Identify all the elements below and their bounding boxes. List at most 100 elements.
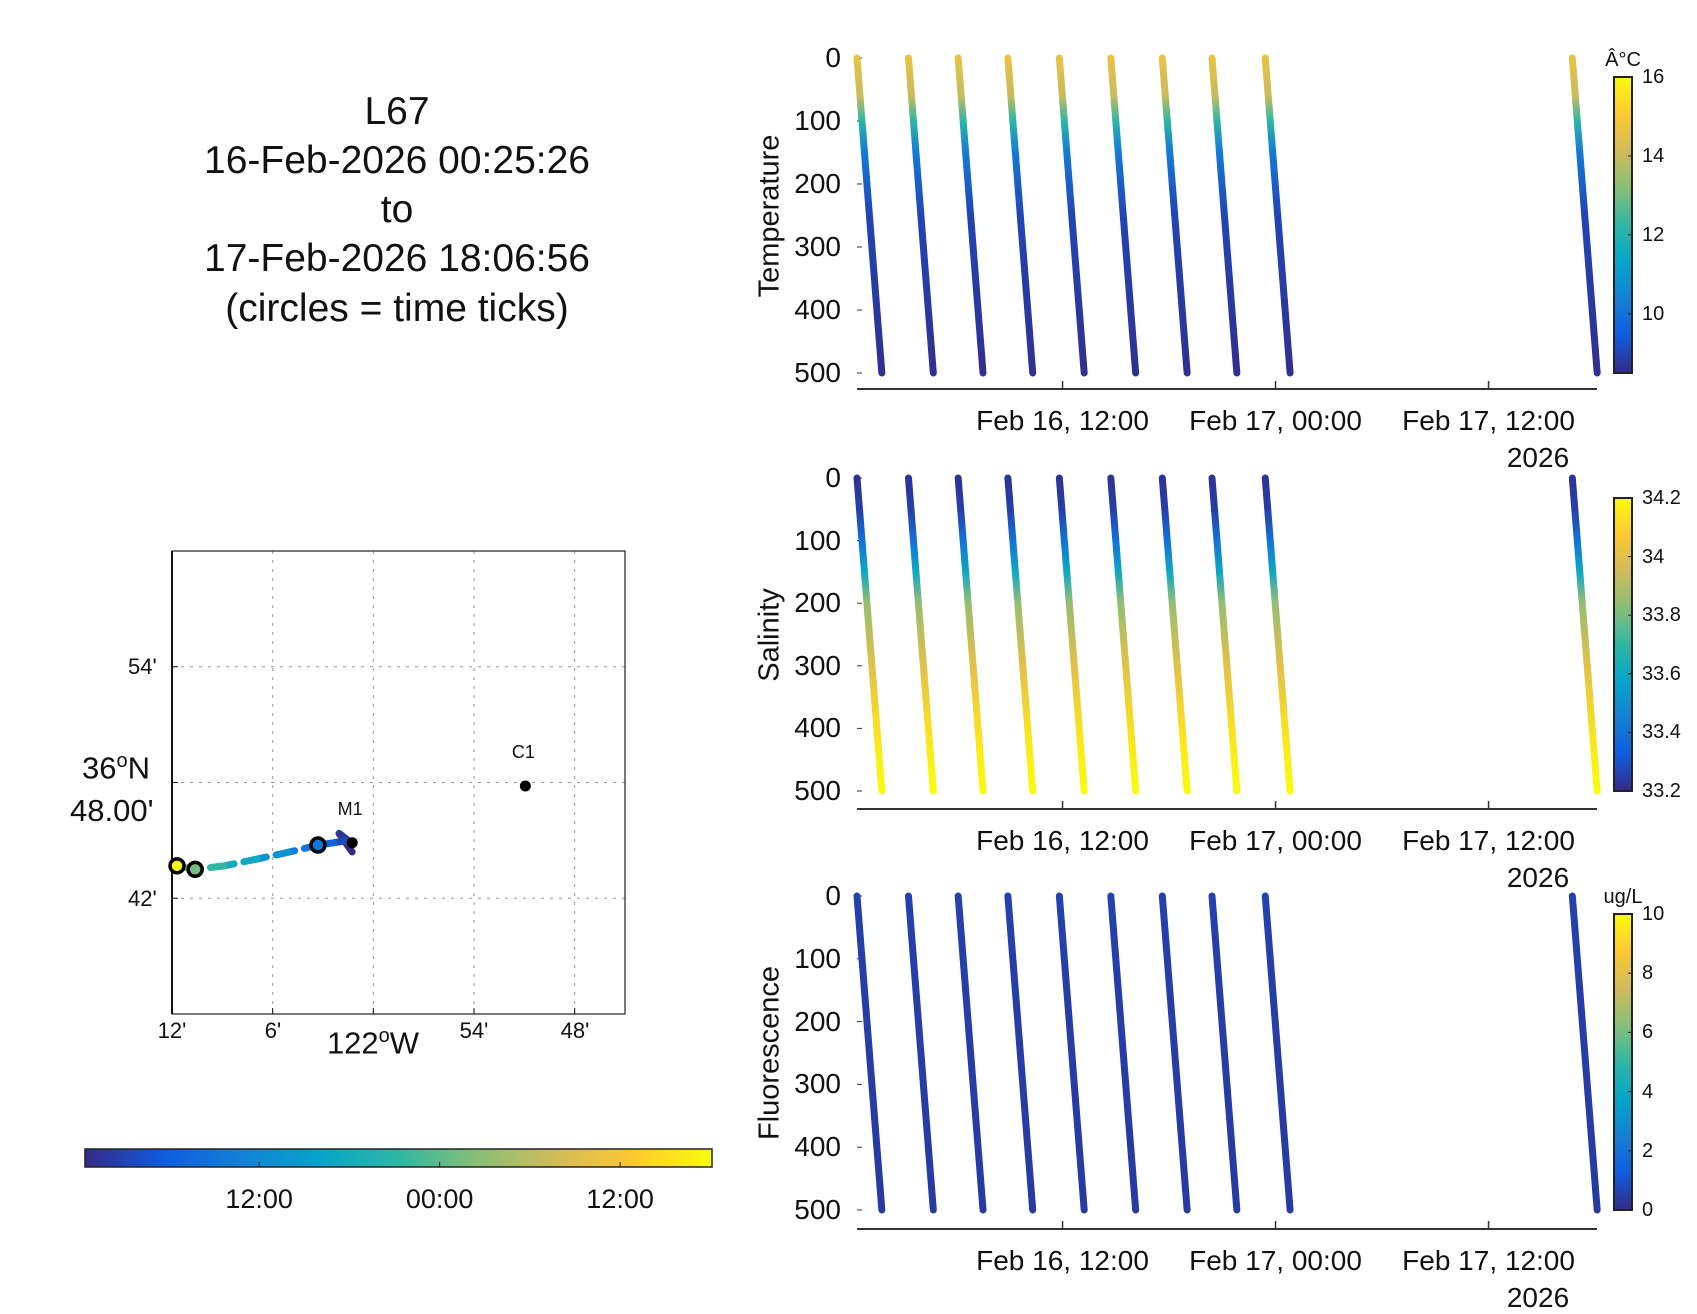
colorbar-tick-label: 33.6	[1642, 662, 1681, 685]
station-marker-m1	[346, 837, 358, 849]
time-tick-circle	[309, 836, 327, 854]
x-tick-label: Feb 17, 00:00	[1189, 825, 1362, 856]
y-tick-label: 400	[794, 294, 841, 325]
colorbar-tick-label: 10	[1642, 903, 1665, 925]
colorbar-tick-label: 6	[1642, 1021, 1654, 1044]
salinity-profile	[853, 474, 886, 795]
x-year-label: 2026	[1506, 862, 1570, 893]
temperature-profile	[1158, 54, 1191, 377]
y-tick-label: 100	[794, 105, 841, 136]
salinity-profile	[1261, 474, 1294, 795]
y-tick-label: 0	[825, 880, 841, 911]
colorbar-tick-label: 33.4	[1642, 721, 1681, 744]
lon-tick-48: 48'	[560, 1018, 590, 1043]
lon-hemisphere: W	[389, 1025, 420, 1061]
time-colorbar-tick-label: 12:00	[225, 1184, 293, 1214]
fluorescence-profile	[1208, 892, 1241, 1214]
colorbar-tick-label: 14	[1642, 144, 1665, 167]
colorbar-tick-label: 33.2	[1642, 780, 1681, 802]
colorbar-tick-label: 16	[1642, 66, 1665, 88]
fluorescence-profile	[954, 892, 987, 1214]
temperature-profile	[904, 54, 937, 377]
colorbar-tick-label: 0	[1642, 1199, 1654, 1221]
y-tick-label: 200	[794, 1005, 841, 1037]
y-tick-label: 0	[825, 42, 841, 73]
colorbar-tick-label: 34.2	[1642, 487, 1681, 509]
temperature-colorbar	[1613, 76, 1633, 374]
lat-deg: 36	[82, 750, 117, 786]
station-marker-c1	[519, 780, 531, 792]
lat-tick-42: 42'	[128, 886, 157, 911]
title-start-time: 16-Feb-2026 00:25:26	[204, 139, 590, 182]
salinity-profile	[904, 474, 937, 795]
degree-mark: o	[378, 1025, 390, 1047]
colorbar-tick-label: 8	[1642, 962, 1654, 985]
salinity-profile	[1004, 474, 1037, 795]
title-glider-id: L67	[364, 90, 430, 133]
x-tick-label: Feb 17, 00:00	[1189, 1245, 1362, 1276]
colorbar-unit-label: Â°C	[1605, 49, 1641, 71]
fluorescence-profile	[853, 892, 886, 1214]
graphics-layer	[84, 54, 1633, 1230]
fluorescence-profile	[1158, 892, 1191, 1214]
salinity-colorbar	[1613, 497, 1633, 792]
title-note: (circles = time ticks)	[225, 287, 569, 330]
y-tick-label: 100	[794, 942, 841, 974]
temperature-profile	[1107, 54, 1140, 377]
x-tick-label: Feb 16, 12:00	[976, 405, 1149, 436]
colorbar-unit-label: ug/L	[1603, 886, 1643, 908]
title-end-time: 17-Feb-2026 18:06:56	[204, 237, 590, 280]
lon-tick-6: 6'	[264, 1018, 282, 1043]
fluorescence-profile	[1261, 892, 1294, 1214]
station-label-m1: M1	[337, 798, 363, 819]
time-tick-circle	[168, 857, 186, 875]
degree-mark: o	[116, 750, 128, 772]
x-tick-label: Feb 17, 12:00	[1402, 405, 1575, 436]
temperature-profile	[954, 54, 987, 377]
y-tick-label: 300	[794, 1068, 841, 1100]
x-tick-label: Feb 16, 12:00	[976, 1245, 1149, 1276]
title-to: to	[380, 188, 414, 231]
y-tick-label: 500	[794, 357, 841, 388]
colorbar-tick-label: 10	[1642, 302, 1665, 325]
y-tick-label: 500	[794, 775, 841, 806]
lat-main-label: 36oN	[82, 750, 150, 786]
x-tick-label: Feb 17, 12:00	[1402, 825, 1575, 856]
colorbar-tick-label: 34	[1642, 545, 1665, 568]
x-year-label: 2026	[1506, 442, 1570, 473]
x-tick-label: Feb 17, 12:00	[1402, 1245, 1575, 1276]
y-tick-label: 300	[794, 231, 841, 262]
time-colorbar	[84, 1148, 713, 1168]
salinity-profile	[954, 474, 987, 795]
lat-tick-48: 48.00'	[70, 793, 154, 828]
salinity-profile	[1055, 474, 1088, 795]
lon-tick-54: 54'	[459, 1018, 489, 1043]
fluorescence-profile	[1004, 892, 1037, 1214]
lon-deg: 122	[326, 1025, 379, 1061]
y-tick-label: 200	[794, 587, 841, 619]
fluorescence-colorbar	[1613, 913, 1633, 1211]
y-tick-label: 200	[794, 168, 841, 199]
x-year-label: 2026	[1506, 1282, 1570, 1313]
temperature-profile	[1004, 54, 1037, 377]
fluorescence-profile	[904, 892, 937, 1214]
colorbar-tick-label: 33.8	[1642, 604, 1681, 627]
time-colorbar-tick-label: 00:00	[405, 1184, 474, 1214]
fluorescence-profile	[1568, 892, 1601, 1214]
y-tick-label: 500	[794, 1194, 841, 1225]
time-tick-circle	[186, 860, 204, 879]
fluorescence-profile	[1055, 892, 1088, 1214]
colorbar-tick-label: 2	[1642, 1139, 1654, 1162]
y-tick-label: 400	[794, 1131, 841, 1163]
x-tick-label: Feb 16, 12:00	[976, 825, 1149, 856]
lon-main-label: 122oW	[327, 1025, 419, 1061]
salinity-profile	[1568, 474, 1601, 795]
lat-tick-54: 54'	[128, 654, 157, 679]
y-tick-label: 0	[825, 462, 841, 493]
salinity-profile	[1158, 474, 1191, 795]
salinity-profile	[1107, 474, 1140, 795]
x-tick-label: Feb 17, 00:00	[1189, 405, 1362, 436]
glider-track-segment	[220, 855, 262, 870]
lat-hemisphere: N	[127, 750, 150, 786]
colorbar-tick-label: 4	[1642, 1080, 1654, 1103]
